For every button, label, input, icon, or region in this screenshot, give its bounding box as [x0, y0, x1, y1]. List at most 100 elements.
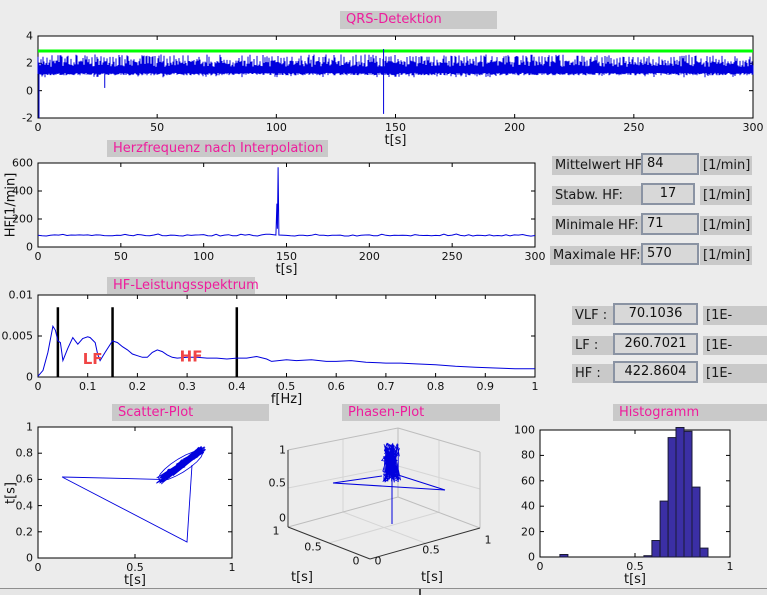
tick-label: 1	[484, 533, 492, 547]
tick-label: 100	[193, 250, 215, 263]
tick-label: -2	[22, 111, 33, 125]
tick-label: 4	[26, 29, 33, 43]
tick-label: 200	[504, 121, 526, 134]
qrs-plot	[37, 35, 754, 119]
tick-label: 0	[374, 554, 382, 568]
tick-label: 0.5	[626, 560, 644, 573]
tick-label: 0.5	[268, 476, 287, 490]
tick-label: 0.3	[178, 380, 196, 393]
tick-label: 0.5	[277, 380, 296, 393]
hf-unit: [1E-	[703, 364, 767, 383]
tick-label: 100	[514, 423, 535, 437]
tick-label: 200	[358, 250, 380, 263]
tick-label: 400	[12, 184, 33, 198]
tick-label: 40	[521, 499, 535, 513]
tick-label: 300	[524, 250, 546, 263]
phase-plot-title: Phasen-Plot	[342, 404, 500, 421]
band-label-lf: LF	[83, 350, 103, 368]
lf-unit: [1E-	[703, 336, 767, 355]
tick-label: 2	[26, 56, 33, 70]
tick-label: 60	[521, 474, 535, 488]
tick-label: 0	[279, 511, 286, 525]
tick-label: 0	[26, 240, 33, 254]
tick-label: 150	[385, 121, 406, 134]
heart-rate-plot	[37, 162, 536, 248]
vlf-label: VLF :	[572, 306, 618, 325]
tick-label: 0.5	[126, 561, 144, 574]
tick-label: 1	[272, 524, 280, 538]
heart-rate-plot-title: Herzfrequenz nach Interpolation	[107, 140, 328, 157]
tick-label: 50	[113, 250, 128, 263]
qrs-plot-title: QRS-Detektion	[340, 11, 497, 29]
tick-label: 0.8	[15, 446, 34, 460]
spectrum-plot-title: HF-Leistungsspektrum	[107, 277, 259, 294]
std-hf-field[interactable]: 17	[641, 183, 695, 205]
tick-label: 300	[742, 121, 764, 134]
lf-field[interactable]: 260.7021	[613, 333, 698, 355]
tick-label: 0.9	[476, 380, 495, 393]
tick-label: 0	[34, 561, 42, 574]
tick-label: 0	[34, 380, 42, 393]
mean-hf-label: Mittelwert HF:	[552, 156, 647, 175]
tick-label: 0.4	[228, 380, 246, 393]
std-hf-unit: [1/min]	[700, 186, 752, 205]
tick-label: 0	[34, 121, 42, 134]
divider-tick	[419, 589, 421, 595]
tick-label: 1	[26, 420, 33, 434]
tick-label: 0.2	[15, 525, 34, 539]
tick-label: 50	[150, 121, 165, 134]
histogram-plot	[539, 427, 731, 558]
axis-label: HF[1/min]	[3, 172, 19, 238]
hf-field[interactable]: 422.8604	[613, 361, 698, 383]
axis-label: t[s]	[3, 481, 19, 504]
tick-label: 0	[34, 250, 42, 263]
hf-label: HF :	[572, 364, 618, 383]
tick-label: 0.8	[426, 380, 445, 393]
axis-label: t[s]	[420, 570, 444, 585]
tick-label: 80	[521, 448, 535, 462]
tick-label: 600	[12, 156, 33, 170]
tick-label: 250	[623, 121, 645, 134]
tick-label: 0.7	[377, 380, 395, 393]
tick-label: 0.5	[422, 543, 440, 557]
tick-label: 0.01	[8, 288, 34, 302]
vlf-unit: [1E-	[703, 306, 767, 325]
tick-label: 0.1	[78, 380, 97, 393]
tick-label: 0.6	[327, 380, 345, 393]
lf-label: LF :	[572, 336, 618, 355]
phase-plot	[287, 427, 481, 560]
spectrum-plot: LF HF	[37, 294, 536, 378]
tick-label: 0	[352, 554, 360, 568]
tick-label: 0.005	[1, 329, 34, 343]
max-hf-label: Maximale HF:	[550, 246, 647, 265]
band-label-hf: HF	[180, 347, 203, 365]
axis-label: t[s]	[123, 573, 147, 588]
axis-label: t[s]	[384, 133, 407, 148]
tick-label: 100	[265, 121, 287, 134]
axis-label: t[s]	[623, 572, 647, 587]
axis-label: t[s]	[290, 570, 314, 585]
tick-label: 250	[441, 250, 463, 263]
tick-label: 0.5	[304, 540, 322, 554]
mean-hf-field[interactable]: 84	[641, 153, 699, 175]
tick-label: 1	[531, 380, 539, 393]
histogram-plot-title: Histogramm	[613, 404, 767, 421]
max-hf-field[interactable]: 570	[641, 243, 699, 265]
tick-label: 0.2	[128, 380, 147, 393]
tick-label: 0.4	[15, 499, 34, 513]
tick-label: 0	[536, 560, 544, 573]
tick-label: 20	[521, 525, 535, 539]
tick-label: 200	[12, 212, 33, 226]
std-hf-label: Stabw. HF:	[552, 186, 647, 205]
tick-label: 150	[276, 250, 297, 263]
tick-label: 0	[26, 84, 33, 98]
tick-label: 0.6	[15, 472, 34, 486]
tick-label: 0	[26, 551, 33, 565]
min-hf-field[interactable]: 71	[641, 213, 699, 235]
tick-label: 1	[279, 443, 286, 457]
tick-label: 0	[528, 550, 535, 564]
min-hf-unit: [1/min]	[700, 216, 752, 235]
vlf-field[interactable]: 70.1036	[613, 303, 698, 325]
tick-label: 1	[228, 561, 236, 574]
